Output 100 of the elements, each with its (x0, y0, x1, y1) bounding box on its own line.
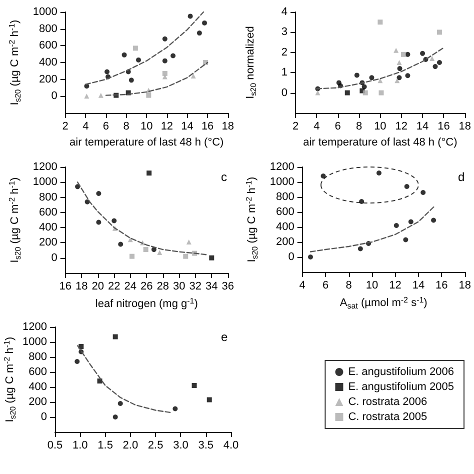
y-tick-label: 1000 (22, 336, 47, 348)
x-tick-label: 18 (458, 120, 472, 132)
x-tick-label: 1.0 (72, 440, 88, 452)
y-tick-label: 800 (39, 22, 58, 35)
point (362, 90, 368, 96)
x-tick-label: 10 (374, 120, 386, 132)
point (151, 247, 156, 252)
x-tick-label: 18 (75, 280, 88, 292)
point (128, 78, 134, 83)
point (162, 70, 168, 76)
point (315, 90, 320, 96)
point (104, 69, 110, 74)
point (122, 52, 127, 58)
point (96, 220, 102, 225)
x-tick-label: 24 (124, 280, 136, 292)
point (369, 75, 374, 80)
point (112, 414, 118, 420)
x-tick-label: 1.5 (98, 440, 113, 452)
point (202, 20, 208, 26)
y-tick-label: 1200 (22, 321, 47, 333)
x-tick-label: 16 (438, 120, 450, 132)
point (192, 383, 197, 388)
y-tick-label: 1200 (32, 161, 58, 173)
y-tick-label: 200 (39, 73, 58, 86)
y-tick-label: 0 (288, 251, 294, 263)
point (74, 359, 80, 364)
point (162, 36, 168, 42)
x-tick-label: 6 (102, 120, 110, 132)
line-series (77, 345, 172, 414)
legend-label: E. angustifolium 2006 (348, 366, 454, 378)
point (170, 53, 176, 58)
y-tick-label: 400 (39, 222, 58, 234)
point (408, 219, 414, 224)
x-tick-label: 36 (222, 280, 234, 292)
point (308, 254, 313, 260)
point (420, 190, 426, 195)
point (378, 90, 384, 96)
y-tick-label: 4 (281, 6, 288, 18)
y-tick-label: 200 (39, 236, 58, 249)
point (146, 170, 152, 176)
point (130, 254, 134, 259)
line-series (310, 205, 436, 252)
legend-label: C. rostrata 2005 (348, 411, 428, 423)
legend-label: C. rostrata 2006 (348, 396, 428, 408)
x-tick-label: 12 (389, 280, 402, 292)
point (146, 92, 152, 98)
x-tick-label: 12 (160, 120, 174, 132)
point (394, 48, 399, 53)
y-tick-label: 600 (276, 206, 294, 218)
point (128, 237, 133, 242)
point (186, 239, 192, 244)
y-tick-label: 1000 (270, 176, 294, 188)
x-tick-label: 2.5 (148, 440, 164, 452)
point (183, 254, 188, 259)
point (132, 46, 138, 51)
y-tick-label: 600 (39, 206, 58, 218)
x-tick-label: 34 (206, 280, 218, 292)
point (358, 246, 363, 252)
point (112, 334, 118, 340)
x-tick-label: 4 (82, 120, 89, 132)
y-tick-label: 200 (276, 236, 294, 248)
y-tick-label: 2 (281, 46, 288, 58)
y-tick-label: 1 (281, 66, 288, 79)
y-tick-label: 0 (281, 86, 288, 99)
point (96, 191, 102, 196)
legend-label: E. angustifolium 2005 (348, 381, 454, 393)
point (404, 184, 410, 189)
x-tick-label: 16 (436, 280, 448, 292)
point (157, 250, 162, 256)
point (143, 247, 148, 252)
point (396, 60, 402, 65)
y-tick-label: 600 (39, 40, 58, 52)
point (75, 184, 80, 190)
x-tick-label: 22 (108, 280, 120, 292)
y-tick-label: 800 (39, 191, 58, 204)
point (431, 218, 436, 223)
y-tick-label: 400 (39, 56, 58, 68)
x-tick-label: 28 (156, 280, 170, 292)
x-tick-label: 8 (123, 120, 130, 132)
x-tick-label: 4 (299, 280, 306, 292)
x-tick-label: 32 (189, 280, 202, 292)
x-tick-label: 4.0 (223, 440, 239, 452)
x-tick-label: 20 (92, 280, 104, 292)
point (376, 170, 382, 176)
x-tick-label: 8 (356, 120, 362, 132)
point (403, 237, 408, 242)
x-tick-label: 10 (366, 280, 378, 292)
point (84, 94, 90, 99)
point (206, 397, 212, 402)
point (118, 242, 124, 247)
point (118, 401, 123, 406)
x-tick-label: 6 (322, 280, 329, 292)
x-axis-title: air temperature of last 48 h (°C) (303, 136, 458, 148)
point (354, 72, 360, 78)
point (405, 73, 410, 78)
x-tick-label: 14 (412, 280, 425, 292)
point (405, 52, 410, 57)
x-tick-label: 16 (201, 120, 214, 132)
point (162, 58, 168, 64)
point (112, 218, 117, 224)
